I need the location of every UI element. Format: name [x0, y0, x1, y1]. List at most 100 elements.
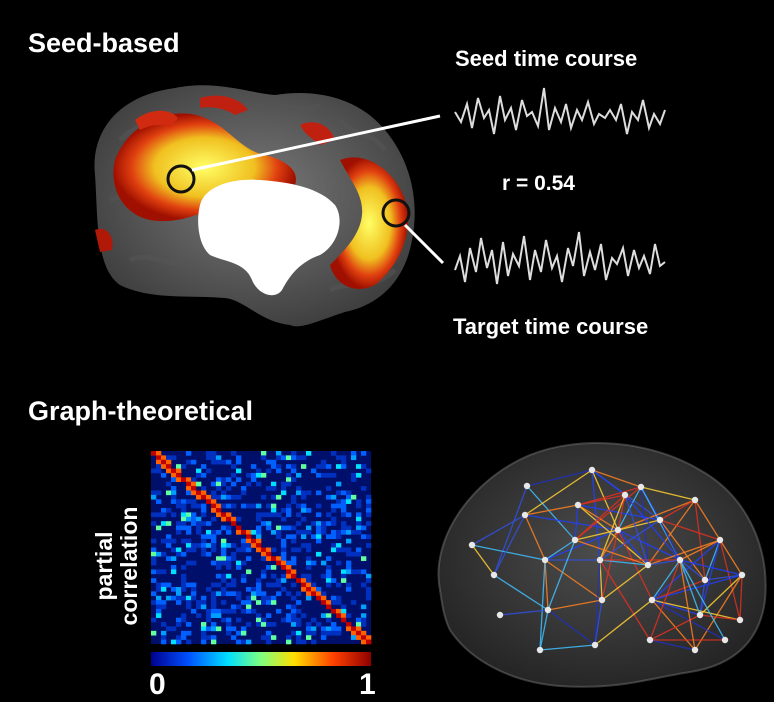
- matrix-cell: [211, 604, 217, 610]
- matrix-cell: [226, 459, 232, 465]
- matrix-cell: [276, 451, 282, 456]
- matrix-cell: [271, 565, 277, 570]
- network-node: [523, 482, 531, 490]
- matrix-cell: [266, 556, 272, 561]
- matrix-cell: [206, 586, 212, 592]
- matrix-cell: [301, 578, 307, 583]
- matrix-cell: [236, 468, 242, 474]
- matrix-cell: [221, 560, 227, 566]
- network-node: [736, 616, 744, 624]
- matrix-cell: [291, 451, 297, 456]
- matrix-cell: [211, 451, 217, 456]
- matrix-cell: [211, 600, 217, 605]
- matrix-cell: [166, 556, 172, 561]
- network-edge: [539, 609, 549, 651]
- matrix-cell: [351, 551, 357, 557]
- matrix-cell: [201, 503, 207, 509]
- matrix-cell: [166, 490, 172, 496]
- matrix-cell: [201, 472, 207, 478]
- matrix-cell: [241, 560, 247, 566]
- matrix-cell: [281, 543, 287, 548]
- matrix-cell: [231, 608, 237, 614]
- matrix-cell: [336, 481, 342, 487]
- matrix-cell: [206, 551, 212, 557]
- matrix-cell: [241, 547, 247, 553]
- matrix-cell: [306, 635, 312, 640]
- matrix-cell: [316, 464, 322, 469]
- matrix-cell: [251, 477, 257, 483]
- matrix-cell: [306, 626, 312, 632]
- matrix-cell: [361, 635, 367, 640]
- matrix-cell: [216, 573, 222, 579]
- matrix-cell: [171, 626, 177, 632]
- matrix-cell: [226, 617, 232, 623]
- matrix-cell: [271, 464, 277, 469]
- matrix-cell: [326, 600, 332, 605]
- matrix-cell: [276, 529, 282, 535]
- matrix-cell: [151, 578, 157, 583]
- matrix-cell: [326, 464, 332, 469]
- matrix-cell: [301, 455, 307, 461]
- matrix-cell: [156, 455, 162, 461]
- matrix-cell: [236, 591, 242, 597]
- matrix-cell: [266, 565, 272, 570]
- matrix-cell: [226, 591, 232, 597]
- correlation-value: r = 0.54: [502, 172, 575, 195]
- network-edge: [577, 504, 649, 566]
- matrix-cell: [266, 459, 272, 465]
- network-edge: [547, 599, 603, 611]
- matrix-cell: [356, 626, 362, 632]
- seed-time-course-label: Seed time course: [455, 46, 638, 71]
- network-edge: [493, 485, 528, 576]
- matrix-cell: [326, 512, 332, 518]
- matrix-cell: [251, 608, 257, 614]
- matrix-cell: [316, 534, 322, 540]
- matrix-cell: [286, 604, 292, 610]
- matrix-cell: [291, 477, 297, 483]
- matrix-cell: [356, 464, 362, 469]
- network-node: [468, 541, 476, 549]
- network-edge: [649, 639, 696, 651]
- matrix-cell: [246, 600, 252, 605]
- matrix-cell: [336, 626, 342, 632]
- network-node: [637, 483, 645, 491]
- matrix-cell: [291, 595, 297, 601]
- network-edge: [624, 494, 681, 561]
- matrix-cell: [156, 551, 162, 557]
- matrix-cell: [246, 569, 252, 575]
- matrix-cell: [291, 547, 297, 553]
- network-edge: [599, 559, 603, 601]
- matrix-cell: [266, 639, 272, 645]
- matrix-cell: [221, 525, 227, 531]
- network-edge: [526, 485, 576, 541]
- matrix-cell: [256, 534, 262, 540]
- matrix-cell: [226, 543, 232, 548]
- matrix-cell: [216, 503, 222, 509]
- matrix-cell: [326, 534, 332, 540]
- matrix-cell: [266, 613, 272, 618]
- matrix-cell: [271, 556, 277, 561]
- matrix-cell: [261, 494, 267, 500]
- matrix-cell: [281, 538, 287, 544]
- matrix-cell: [316, 595, 322, 601]
- matrix-cell: [221, 516, 227, 522]
- matrix-cell: [366, 508, 372, 513]
- matrix-cell: [336, 630, 342, 636]
- matrix-cell: [346, 613, 352, 618]
- matrix-cell: [366, 543, 372, 548]
- matrix-cell: [336, 534, 342, 540]
- matrix-cell: [251, 595, 257, 601]
- matrix-cell: [151, 538, 157, 544]
- matrix-cell: [186, 543, 192, 548]
- matrix-cell: [186, 499, 192, 504]
- matrix-cell: [191, 608, 197, 614]
- colorbar-min-label: 0: [149, 668, 166, 701]
- matrix-cell: [271, 459, 277, 465]
- matrix-cell: [296, 608, 302, 614]
- matrix-cell: [226, 622, 232, 627]
- matrix-cell: [311, 591, 317, 597]
- matrix-cell: [236, 494, 242, 500]
- matrix-cell: [236, 525, 242, 531]
- matrix-cell: [201, 630, 207, 636]
- matrix-cell: [251, 538, 257, 544]
